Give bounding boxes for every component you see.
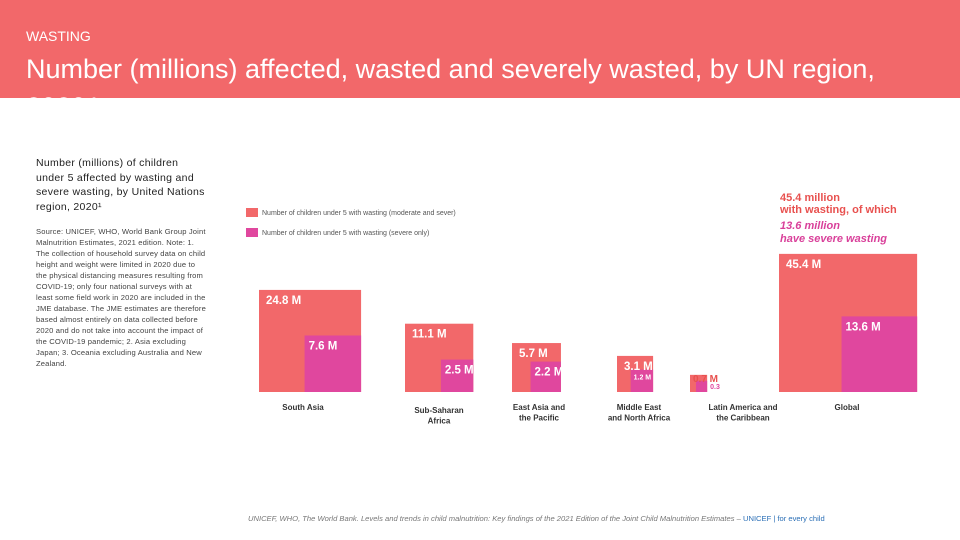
label-severe-1: 2.5 M	[445, 365, 474, 377]
legend-label-wasted: Number of children under 5 with wasting …	[262, 210, 456, 217]
category-label-3: Middle East and North Africa	[608, 403, 671, 423]
category-label-0: South Asia	[282, 403, 324, 412]
citation-text: UNICEF, WHO, The World Bank. Levels and …	[248, 514, 741, 523]
bar-severe-0	[304, 335, 362, 392]
source-note: Source: UNICEF, WHO, World Bank Group Jo…	[36, 227, 206, 368]
callout-line-3: 13.6 million	[780, 220, 840, 232]
chart-description: Number (millions) of children under 5 af…	[36, 157, 205, 213]
bar-severe-2	[530, 361, 561, 392]
category-label-5: Global	[835, 403, 860, 412]
legend-swatch-wasted	[246, 208, 258, 217]
bar-severe-1	[440, 359, 474, 392]
label-wasted-5: 45.4 M	[786, 259, 821, 271]
label-wasted-2: 5.7 M	[519, 348, 548, 360]
callout-line-1: 45.4 million	[780, 192, 840, 204]
category-label-2: East Asia and the Pacific	[513, 403, 565, 423]
label-severe-5: 13.6 M	[846, 321, 881, 333]
label-severe-2: 2.2 M	[535, 367, 564, 379]
label-wasted-3: 3.1 M	[624, 361, 653, 373]
label-wasted-4: 0.7 M	[693, 374, 718, 385]
label-wasted-1: 11.1 M	[412, 329, 447, 341]
label-severe-3: 1.2 M	[634, 375, 652, 382]
callout-line-2: with wasting, of which	[779, 204, 897, 216]
bar-severe-3	[630, 369, 654, 392]
section-kicker: WASTING	[26, 28, 91, 44]
legend-swatch-severe	[246, 228, 258, 237]
label-wasted-0: 24.8 M	[266, 295, 301, 307]
bar-severe-5	[841, 316, 918, 392]
label-severe-4: 0.3	[710, 384, 720, 391]
category-label-1: Sub-Saharan Africa	[414, 406, 463, 426]
bar-severe-4	[695, 380, 708, 392]
footer-citation: UNICEF, WHO, The World Bank. Levels and …	[248, 514, 948, 523]
page-title: Number (millions) affected, wasted and s…	[26, 54, 875, 98]
legend-label-severe: Number of children under 5 with wasting …	[262, 230, 429, 237]
header-banner: WASTING Number (millions) affected, wast…	[0, 0, 960, 98]
unicef-brand-link[interactable]: UNICEF | for every child	[742, 514, 825, 523]
bar-group: 24.8 M 7.6 M South Asia 11.1 M 2.5 M Sub-Saha…	[259, 253, 918, 426]
label-severe-0: 7.6 M	[309, 340, 338, 352]
category-label-4: Latin America and the Caribbean	[708, 403, 777, 423]
callout-line-4: have severe wasting	[780, 233, 887, 245]
